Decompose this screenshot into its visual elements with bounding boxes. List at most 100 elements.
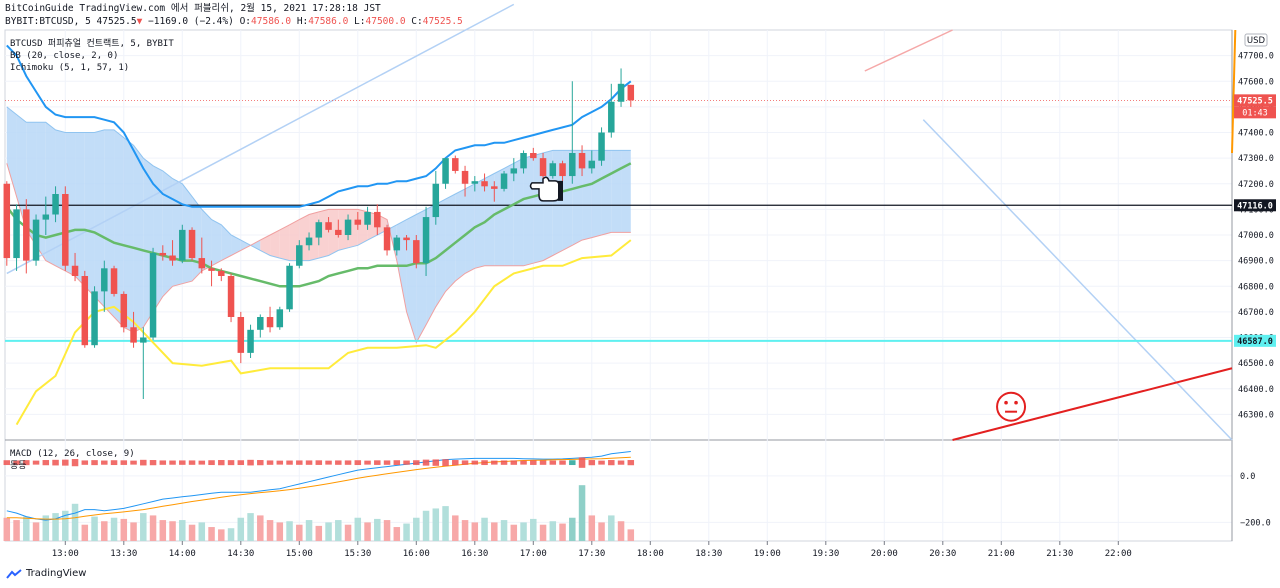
countdown-text: 01:43 bbox=[1242, 108, 1268, 118]
candle-body bbox=[296, 245, 303, 266]
macd-histogram-bar bbox=[188, 524, 196, 541]
trendline-orange-down bbox=[1231, 29, 1237, 154]
hline-badge-box bbox=[1234, 199, 1276, 212]
candle bbox=[578, 145, 586, 177]
pointing-hand-shape bbox=[529, 176, 560, 202]
y-tick-label: 46900.0 bbox=[1238, 257, 1274, 267]
candle-body bbox=[120, 293, 128, 328]
candle-body bbox=[227, 276, 235, 317]
candle-body bbox=[266, 317, 274, 328]
macd-strip-bar bbox=[247, 459, 254, 466]
currency-label: USD bbox=[1247, 36, 1266, 46]
candle-body bbox=[530, 153, 537, 159]
cloud-segment bbox=[94, 129, 105, 307]
legend-ichimoku[interactable]: Ichimoku (5, 1, 57, 1) bbox=[10, 63, 130, 73]
candle-body bbox=[520, 153, 527, 169]
candle bbox=[422, 206, 430, 276]
candle-body bbox=[208, 268, 215, 271]
cloud-segment bbox=[601, 150, 612, 235]
macd-histogram-bar bbox=[120, 518, 128, 541]
candle bbox=[383, 224, 391, 256]
candle bbox=[403, 235, 410, 251]
candle bbox=[344, 214, 352, 241]
x-tick-label: 17:00 bbox=[520, 549, 547, 559]
candle bbox=[393, 235, 401, 256]
macd-strip-bar bbox=[130, 460, 137, 465]
candle-body bbox=[374, 211, 381, 228]
macd-tick-label: −200.0 bbox=[1240, 518, 1271, 528]
candle bbox=[62, 186, 69, 271]
candle bbox=[335, 219, 342, 238]
candle bbox=[520, 150, 527, 174]
cloud-segment bbox=[494, 168, 505, 266]
macd-strip-bar bbox=[23, 460, 30, 466]
legend-bb[interactable]: BB (20, close, 2, 0) bbox=[10, 51, 119, 61]
candle-body bbox=[247, 329, 254, 353]
cloud-segment bbox=[260, 235, 271, 256]
candle bbox=[471, 176, 479, 192]
macd-strip-bar bbox=[471, 460, 479, 465]
candle bbox=[257, 314, 264, 338]
macd-histogram-bar bbox=[71, 503, 79, 541]
macd-strip-bar bbox=[500, 460, 508, 465]
cloud-segment bbox=[348, 209, 358, 248]
macd-histogram-bar bbox=[491, 522, 498, 541]
candle-body bbox=[354, 219, 362, 225]
macd-histogram-bar bbox=[569, 517, 576, 541]
last-price-badge-text: 47525.5 bbox=[1237, 96, 1273, 106]
y-tick-label: 47300.0 bbox=[1238, 154, 1274, 164]
candle bbox=[159, 245, 167, 261]
candle-body bbox=[627, 84, 635, 101]
candle bbox=[91, 286, 98, 348]
candle-body bbox=[218, 270, 225, 276]
candle-body bbox=[510, 168, 518, 174]
cloud-lower-edge bbox=[6, 163, 631, 344]
candle-body bbox=[500, 173, 508, 189]
candle bbox=[227, 273, 235, 323]
cyan-level-badge-box bbox=[1234, 334, 1276, 347]
x-tick-label: 15:30 bbox=[344, 549, 371, 559]
x-tick-label: 14:00 bbox=[169, 549, 196, 559]
legend-macd-sub[interactable]: 동등 bbox=[10, 461, 27, 471]
candle-body bbox=[617, 83, 625, 102]
x-tick-label: 21:00 bbox=[988, 549, 1015, 559]
macd-strip-bar bbox=[588, 460, 596, 466]
macd-strip-bar bbox=[266, 460, 274, 465]
y-tick-label: 47400.0 bbox=[1238, 129, 1274, 139]
legend-macd[interactable]: MACD (12, 26, close, 9) bbox=[10, 449, 135, 459]
plot-area bbox=[4, 29, 1233, 542]
candle-body bbox=[403, 237, 410, 241]
candle-body bbox=[364, 211, 371, 225]
candle-body bbox=[461, 170, 469, 184]
macd-strip-bar bbox=[91, 460, 98, 466]
cloud-segment bbox=[533, 153, 544, 264]
macd-strip-bar bbox=[617, 460, 625, 465]
face-eye-right bbox=[1014, 400, 1018, 405]
legend-title[interactable]: BTCUSD 퍼피츄얼 컨트랙트, 5, BYBIT bbox=[10, 39, 174, 49]
macd-strip-bar bbox=[120, 460, 128, 465]
candle bbox=[481, 173, 488, 192]
macd-histogram-bar bbox=[13, 520, 20, 541]
candle-body bbox=[578, 153, 586, 169]
pointing-hand-icon bbox=[529, 176, 563, 202]
hline-badge-text: 47116.0 bbox=[1237, 201, 1273, 211]
candle-body bbox=[442, 158, 449, 184]
macd-histogram-bar bbox=[530, 518, 537, 541]
candle bbox=[13, 204, 20, 271]
down-arrow-icon: ▼ bbox=[136, 16, 143, 27]
macd-histogram-bar bbox=[257, 515, 264, 541]
open-label: O: bbox=[239, 16, 252, 27]
macd-histogram-bar bbox=[627, 529, 635, 541]
candle bbox=[140, 327, 147, 399]
macd-signal-line bbox=[6, 456, 631, 520]
candle-body bbox=[71, 265, 79, 276]
tradingview-footer[interactable]: TradingView bbox=[6, 568, 86, 579]
macd-histogram-bar bbox=[286, 521, 293, 541]
candle-body bbox=[32, 219, 40, 261]
macd-strip-bar bbox=[140, 459, 147, 466]
y-tick-label: 47000.0 bbox=[1238, 231, 1274, 241]
candle-body bbox=[471, 181, 479, 184]
candle-body bbox=[140, 337, 147, 343]
candle bbox=[627, 84, 635, 107]
